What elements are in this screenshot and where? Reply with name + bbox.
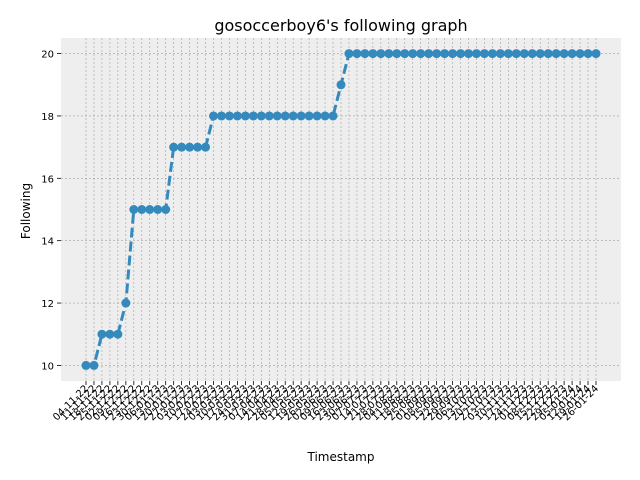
data-point <box>416 49 426 59</box>
data-point <box>432 49 442 59</box>
data-point <box>328 111 338 121</box>
y-tick-label: 10 <box>41 361 54 372</box>
data-point <box>272 111 282 121</box>
data-point <box>264 111 274 121</box>
data-point <box>280 111 290 121</box>
series-points <box>81 49 601 370</box>
data-point <box>296 111 306 121</box>
data-point <box>161 205 171 214</box>
data-point <box>424 49 434 59</box>
data-point <box>216 111 226 121</box>
data-point <box>503 49 513 59</box>
data-point <box>320 111 330 121</box>
data-point <box>535 49 545 59</box>
data-point <box>185 142 195 152</box>
data-point <box>479 49 489 59</box>
data-point <box>495 49 505 59</box>
data-point <box>153 205 163 214</box>
data-point <box>81 360 91 370</box>
data-point <box>288 111 298 121</box>
data-point <box>145 205 155 214</box>
data-point <box>177 142 187 152</box>
y-axis-label: Following <box>19 183 33 239</box>
data-point <box>575 49 585 59</box>
data-point <box>471 49 481 59</box>
data-point <box>304 111 314 121</box>
data-point <box>232 111 242 121</box>
y-tick-label: 14 <box>41 237 54 248</box>
data-point <box>256 111 266 121</box>
data-point <box>384 49 394 59</box>
data-point <box>456 49 466 59</box>
data-point <box>97 329 107 339</box>
y-tick-label: 16 <box>41 174 54 185</box>
data-point <box>129 205 139 214</box>
data-point <box>591 49 601 59</box>
data-point <box>408 49 418 59</box>
data-point <box>312 111 322 121</box>
data-point <box>137 205 147 214</box>
data-point <box>583 49 593 59</box>
data-point <box>89 360 99 370</box>
data-point <box>169 142 179 152</box>
data-point <box>209 111 218 121</box>
data-point <box>352 49 362 59</box>
data-point <box>368 49 378 59</box>
data-point <box>201 142 211 152</box>
data-point <box>511 49 521 59</box>
data-point <box>121 298 131 308</box>
data-point <box>448 49 458 59</box>
data-point <box>392 49 402 59</box>
data-point <box>240 111 250 121</box>
data-point <box>519 49 529 59</box>
data-point <box>105 329 115 339</box>
data-point <box>527 49 537 59</box>
data-point <box>559 49 569 59</box>
data-point <box>248 111 258 121</box>
data-point <box>440 49 450 59</box>
data-point <box>376 49 386 59</box>
grid-lines <box>61 38 621 381</box>
data-point <box>487 49 497 59</box>
x-axis-label: Timestamp <box>307 450 375 464</box>
data-point <box>567 49 577 59</box>
data-point <box>193 142 203 152</box>
y-tick-label: 20 <box>41 50 54 61</box>
chart-title: gosoccerboy6's following graph <box>214 16 467 35</box>
y-tick-label: 18 <box>41 112 54 123</box>
data-point <box>336 80 346 90</box>
x-axis-ticks: 04-11-2211-11-2218-11-2225-11-2202-12-22… <box>51 381 601 423</box>
data-point <box>360 49 370 59</box>
data-point <box>551 49 561 59</box>
data-point <box>344 49 354 59</box>
data-point <box>543 49 553 59</box>
data-point <box>224 111 234 121</box>
y-tick-label: 12 <box>41 299 54 310</box>
data-point <box>400 49 410 59</box>
data-point <box>464 49 473 59</box>
data-point <box>113 329 123 339</box>
y-axis-ticks: 10 12 14 16 18 20 <box>41 50 61 372</box>
